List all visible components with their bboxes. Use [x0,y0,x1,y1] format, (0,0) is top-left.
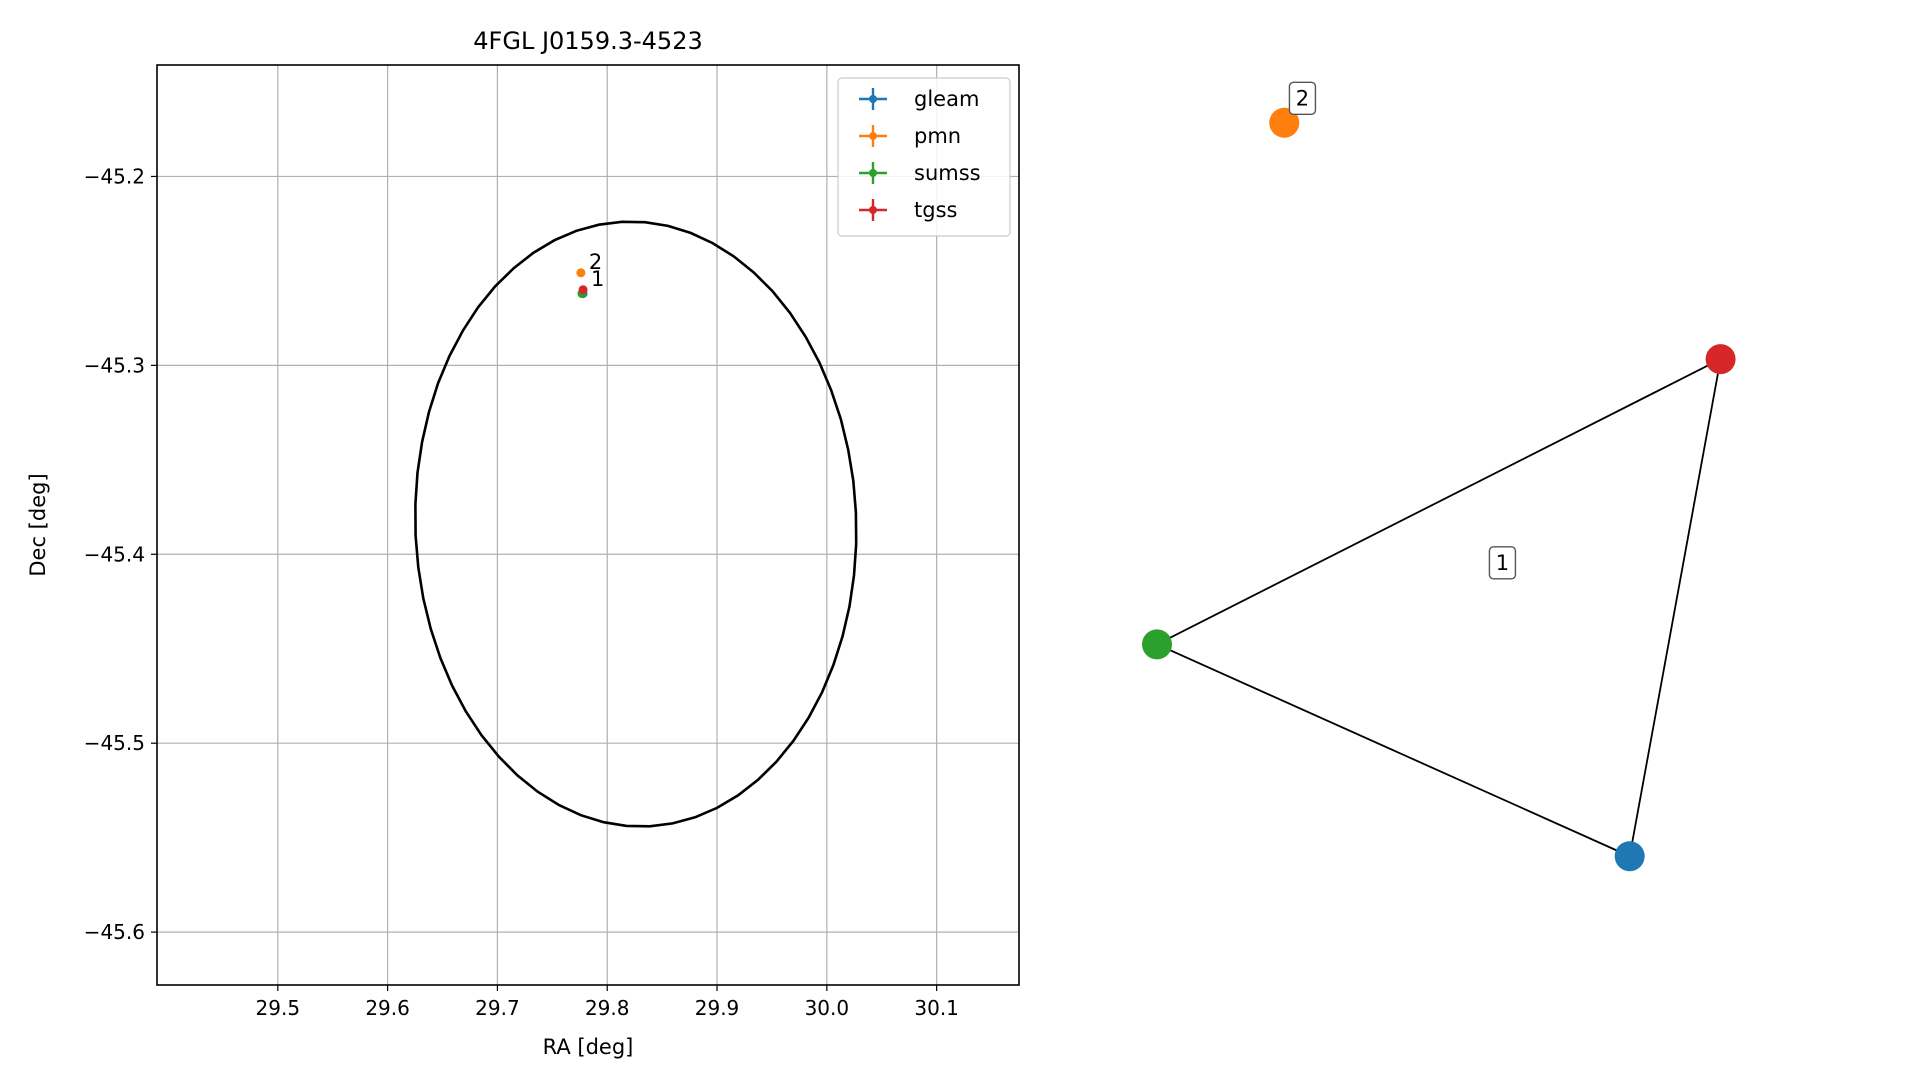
y-axis-label: Dec [deg] [26,473,50,576]
x-axis-label: RA [deg] [543,1035,634,1059]
graph-labels-layer: 21 [1288,81,1517,580]
ellipse-layer [414,220,858,828]
graph-label-box [1288,81,1317,116]
y-tick-label: −45.4 [84,542,145,566]
y-tick-label: −45.2 [84,164,145,188]
left-chart: 4FGL J0159.3-4523 21 29.5 29.6 29.7 29.8 29.… [26,27,1020,1059]
x-ticks: 29.5 29.6 29.7 29.8 29.9 30.0 30.1 [256,985,959,1020]
legend: gleam pmn sumss tgss [837,77,1011,237]
graph-edge [1156,358,1721,646]
graph-label: 2 [1296,86,1309,110]
y-tick-label: −45.6 [84,920,145,944]
x-tick-label: 29.7 [475,996,520,1020]
legend-label-tgss: tgss [914,198,957,222]
graph-label-box [1488,546,1517,580]
grid [157,65,1019,985]
points-layer [576,268,588,299]
legend-label-gleam: gleam [914,87,979,111]
legend-label-sumss: sumss [914,161,981,185]
graph-node-sumss [1142,629,1172,660]
x-tick-label: 29.8 [585,996,630,1020]
y-tick-label: −45.5 [84,731,145,755]
data-point-pmn [576,268,586,278]
axes-frame [156,64,1020,986]
annotation-label: 1 [591,267,604,291]
legend-marker-dot [869,169,877,177]
edges-layer [1156,358,1722,858]
error-ellipse [414,220,858,828]
y-ticks: −45.2 −45.3 −45.4 −45.5 −45.6 [84,164,157,944]
chart-title: 4FGL J0159.3-4523 [473,27,702,55]
nodes-layer [1142,107,1736,872]
x-tick-label: 29.5 [256,996,301,1020]
x-tick-label: 30.0 [805,996,850,1020]
x-tick-label: 30.1 [914,996,959,1020]
graph-edge [1156,643,1631,858]
legend-marker-dot [869,95,877,103]
graph-label: 1 [1496,551,1509,575]
x-tick-label: 29.9 [695,996,740,1020]
legend-marker-dot [869,132,877,140]
graph-node-tgss [1705,344,1736,375]
x-tick-label: 29.6 [365,996,410,1020]
graph-node-gleam [1614,841,1645,872]
y-tick-label: −45.3 [84,353,145,377]
right-graph: 21 [1142,81,1736,872]
graph-edge [1628,358,1722,857]
legend-marker-dot [869,206,877,214]
graph-node-pmn [1269,107,1300,138]
legend-box [837,77,1011,237]
data-point-tgss [578,285,588,295]
annotation-label: 2 [589,250,602,274]
legend-label-pmn: pmn [914,124,961,148]
annotation-layer: 21 [589,250,605,291]
